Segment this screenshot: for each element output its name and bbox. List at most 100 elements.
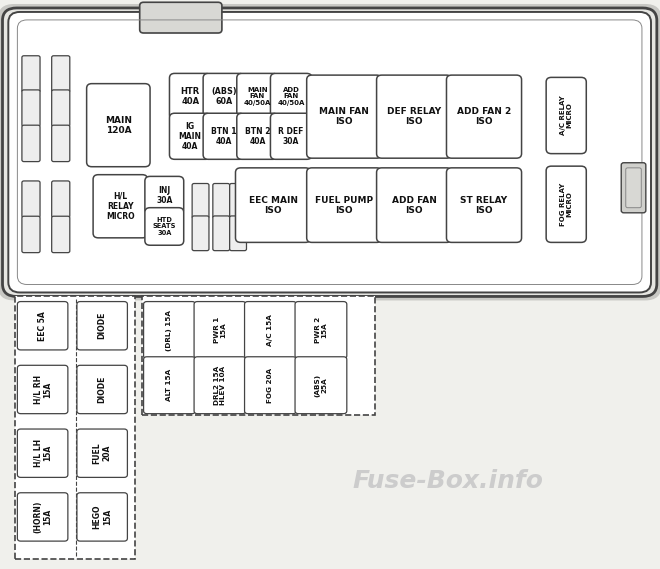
Text: H/L RH
15A: H/L RH 15A xyxy=(33,375,52,404)
FancyBboxPatch shape xyxy=(77,365,127,414)
FancyBboxPatch shape xyxy=(295,357,346,414)
FancyBboxPatch shape xyxy=(213,216,230,250)
Text: PWR 1
15A: PWR 1 15A xyxy=(214,317,226,343)
FancyBboxPatch shape xyxy=(194,302,246,358)
Text: ST RELAY
ISO: ST RELAY ISO xyxy=(461,196,508,215)
FancyBboxPatch shape xyxy=(22,216,40,253)
Text: DIODE: DIODE xyxy=(98,312,107,340)
Text: DRL2 15A
HLEV 10A: DRL2 15A HLEV 10A xyxy=(214,366,226,405)
FancyBboxPatch shape xyxy=(377,168,451,242)
Text: FUEL PUMP
ISO: FUEL PUMP ISO xyxy=(315,196,374,215)
FancyBboxPatch shape xyxy=(213,183,230,218)
FancyBboxPatch shape xyxy=(51,90,70,126)
FancyBboxPatch shape xyxy=(144,302,195,358)
Text: ADD FAN 2
ISO: ADD FAN 2 ISO xyxy=(457,107,511,126)
FancyBboxPatch shape xyxy=(22,90,40,126)
FancyBboxPatch shape xyxy=(192,216,209,250)
FancyBboxPatch shape xyxy=(271,113,312,159)
Text: FUEL
20A: FUEL 20A xyxy=(92,442,112,464)
Text: (DRL) 15A: (DRL) 15A xyxy=(166,310,172,351)
FancyBboxPatch shape xyxy=(145,208,183,245)
FancyBboxPatch shape xyxy=(203,113,245,159)
FancyBboxPatch shape xyxy=(237,73,279,119)
FancyBboxPatch shape xyxy=(236,168,311,242)
Text: HEGO
15A: HEGO 15A xyxy=(92,505,112,529)
FancyBboxPatch shape xyxy=(77,493,127,541)
FancyBboxPatch shape xyxy=(144,357,195,414)
Text: H/L LH
15A: H/L LH 15A xyxy=(33,439,52,467)
Text: HTD
SEATS
30A: HTD SEATS 30A xyxy=(152,217,176,236)
FancyBboxPatch shape xyxy=(77,302,127,350)
FancyBboxPatch shape xyxy=(192,183,209,218)
Text: (HORN)
15A: (HORN) 15A xyxy=(33,501,52,533)
Text: MAIN
120A: MAIN 120A xyxy=(105,116,132,135)
Text: PWR 2
15A: PWR 2 15A xyxy=(315,317,327,343)
FancyBboxPatch shape xyxy=(237,113,279,159)
FancyBboxPatch shape xyxy=(51,216,70,253)
FancyBboxPatch shape xyxy=(446,75,521,158)
Text: BTN 1
40A: BTN 1 40A xyxy=(211,127,236,146)
Text: (ABS)
60A: (ABS) 60A xyxy=(211,87,237,106)
Text: ALT 15A: ALT 15A xyxy=(166,369,172,401)
FancyBboxPatch shape xyxy=(17,493,68,541)
FancyBboxPatch shape xyxy=(377,75,451,158)
FancyBboxPatch shape xyxy=(245,302,296,358)
Text: H/L
RELAY
MICRO: H/L RELAY MICRO xyxy=(106,192,135,221)
FancyBboxPatch shape xyxy=(140,2,222,33)
Text: EEC MAIN
ISO: EEC MAIN ISO xyxy=(249,196,298,215)
FancyBboxPatch shape xyxy=(621,163,646,213)
FancyBboxPatch shape xyxy=(230,183,246,218)
FancyBboxPatch shape xyxy=(86,84,150,167)
FancyBboxPatch shape xyxy=(0,4,660,300)
Text: R DEF
30A: R DEF 30A xyxy=(279,127,304,146)
Polygon shape xyxy=(150,279,174,303)
Text: MAIN
FAN
40/50A: MAIN FAN 40/50A xyxy=(244,86,271,106)
FancyBboxPatch shape xyxy=(17,429,68,477)
FancyBboxPatch shape xyxy=(170,73,211,119)
Text: HTR
40A: HTR 40A xyxy=(181,87,200,106)
Text: FOG 20A: FOG 20A xyxy=(267,368,273,403)
Text: EEC 5A: EEC 5A xyxy=(38,311,47,341)
FancyBboxPatch shape xyxy=(17,365,68,414)
FancyBboxPatch shape xyxy=(446,168,521,242)
FancyBboxPatch shape xyxy=(271,73,312,119)
FancyBboxPatch shape xyxy=(230,216,246,250)
FancyBboxPatch shape xyxy=(307,168,381,242)
FancyBboxPatch shape xyxy=(145,176,183,214)
FancyBboxPatch shape xyxy=(93,175,147,238)
Text: (ABS)
25A: (ABS) 25A xyxy=(315,374,327,397)
FancyBboxPatch shape xyxy=(170,113,211,159)
FancyBboxPatch shape xyxy=(203,73,245,119)
Bar xyxy=(142,296,375,415)
Text: ADD
FAN
40/50A: ADD FAN 40/50A xyxy=(277,86,305,106)
FancyBboxPatch shape xyxy=(51,181,70,217)
FancyBboxPatch shape xyxy=(22,181,40,217)
FancyBboxPatch shape xyxy=(9,12,651,292)
FancyBboxPatch shape xyxy=(307,75,381,158)
Text: DIODE: DIODE xyxy=(98,376,107,403)
FancyBboxPatch shape xyxy=(295,302,346,358)
Text: A/C 15A: A/C 15A xyxy=(267,314,273,346)
Text: MAIN FAN
ISO: MAIN FAN ISO xyxy=(319,107,369,126)
Text: FOG RELAY
MICRO: FOG RELAY MICRO xyxy=(560,183,573,226)
Text: INJ
30A: INJ 30A xyxy=(156,185,172,205)
FancyBboxPatch shape xyxy=(77,429,127,477)
Text: A/C RELAY
MICRO: A/C RELAY MICRO xyxy=(560,96,573,135)
FancyBboxPatch shape xyxy=(194,357,246,414)
FancyBboxPatch shape xyxy=(22,56,40,92)
FancyBboxPatch shape xyxy=(546,166,586,242)
FancyBboxPatch shape xyxy=(245,357,296,414)
FancyBboxPatch shape xyxy=(17,302,68,350)
Text: IG
MAIN
40A: IG MAIN 40A xyxy=(179,122,202,151)
FancyBboxPatch shape xyxy=(546,77,586,154)
Text: BTN 2
40A: BTN 2 40A xyxy=(245,127,270,146)
FancyBboxPatch shape xyxy=(3,8,657,296)
FancyBboxPatch shape xyxy=(626,168,642,208)
FancyBboxPatch shape xyxy=(51,125,70,162)
Bar xyxy=(15,296,135,559)
Text: DEF RELAY
ISO: DEF RELAY ISO xyxy=(387,107,441,126)
FancyBboxPatch shape xyxy=(51,56,70,92)
FancyBboxPatch shape xyxy=(22,125,40,162)
Text: ADD FAN
ISO: ADD FAN ISO xyxy=(391,196,436,215)
Text: Fuse-Box.info: Fuse-Box.info xyxy=(352,469,543,493)
